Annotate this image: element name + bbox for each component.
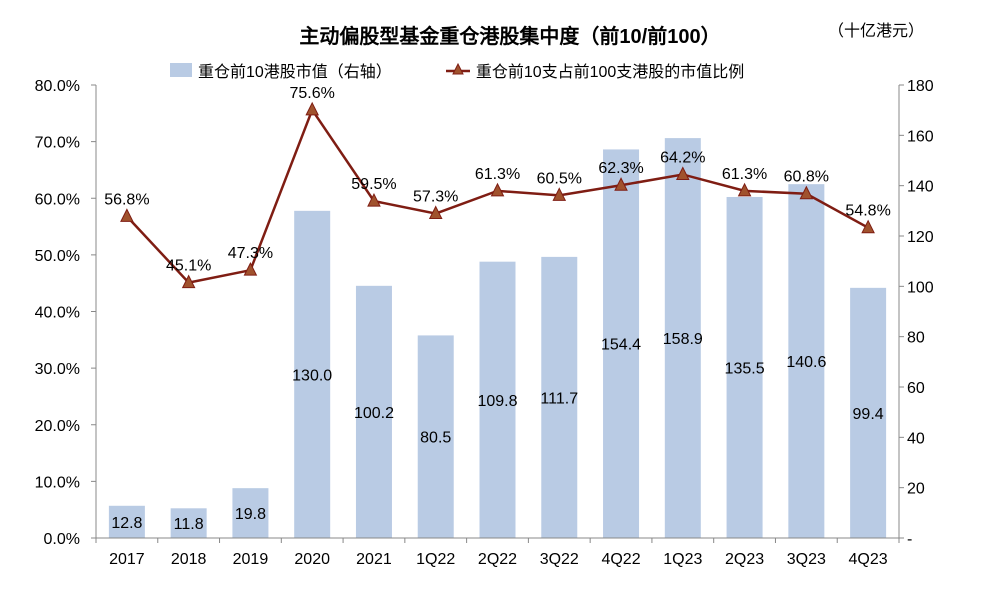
right-tick-label: 180 <box>907 78 934 95</box>
bar-data-label: 109.8 <box>477 393 517 410</box>
legend-line-label: 重仓前10支占前100支港股的市值比例 <box>475 64 745 81</box>
bar-2020 <box>294 210 331 539</box>
right-tick-label: 120 <box>907 229 934 246</box>
line-marker-4Q23 <box>861 219 875 234</box>
left-tick-label: 40.0% <box>35 305 80 322</box>
left-tick-label: 50.0% <box>35 248 80 265</box>
bar-2019 <box>232 488 269 538</box>
bar-data-label: 135.5 <box>725 360 765 377</box>
left-tick-label: 30.0% <box>35 361 80 378</box>
bar-4Q22 <box>603 149 640 538</box>
bar-2018 <box>170 508 207 538</box>
line-marker-2Q23 <box>737 182 752 197</box>
x-tick-label: 3Q22 <box>540 551 579 568</box>
legend-bar-swatch <box>170 63 192 77</box>
chart-title: 主动偏股型基金重仓港股集中度（前10/前100） <box>299 26 721 48</box>
line-marker-2020 <box>305 101 320 116</box>
line-data-label: 57.3% <box>413 189 458 206</box>
bar-data-label: 80.5 <box>420 430 451 447</box>
bar-data-label: 158.9 <box>663 331 703 348</box>
bar-data-label: 99.4 <box>853 406 884 423</box>
bar-3Q23 <box>788 184 825 538</box>
right-tick-label: 80 <box>907 330 925 347</box>
right-tick-label: - <box>907 531 912 548</box>
line-data-label: 60.5% <box>537 170 582 187</box>
legend: 重仓前10港股市值（右轴） 重仓前10支占前100支港股的市值比例 <box>170 58 744 82</box>
line-marker-2018 <box>181 274 196 289</box>
line-marker-1Q23 <box>675 166 690 180</box>
x-tick-label: 2Q23 <box>725 551 764 568</box>
line-marker-2Q22 <box>490 182 505 197</box>
line-data-label: 60.8% <box>784 169 829 186</box>
bar-2017 <box>108 505 145 538</box>
line-data-label: 56.8% <box>104 191 149 208</box>
right-tick-label: 20 <box>907 481 925 498</box>
right-tick-label: 40 <box>907 430 925 447</box>
bar-data-label: 154.4 <box>601 337 641 354</box>
bar-2Q23 <box>726 196 763 538</box>
right-tick-label: 140 <box>907 179 934 196</box>
x-tick-label: 2017 <box>109 551 145 568</box>
x-tick-label: 2021 <box>356 551 392 568</box>
x-tick-label: 2019 <box>233 551 269 568</box>
x-tick-label: 1Q22 <box>416 551 455 568</box>
x-tick-label: 4Q22 <box>601 551 640 568</box>
bar-1Q22 <box>417 335 454 538</box>
line-marker-3Q22 <box>552 187 567 201</box>
line-data-label: 61.3% <box>722 166 767 183</box>
line-marker-2021 <box>367 192 381 207</box>
line-marker-1Q22 <box>428 205 443 220</box>
bar-data-label: 111.7 <box>540 390 578 407</box>
left-tick-label: 10.0% <box>35 474 80 491</box>
bar-data-label: 140.6 <box>786 354 826 371</box>
legend-bar-label: 重仓前10港股市值（右轴） <box>198 64 392 81</box>
bar-data-label: 12.8 <box>111 515 142 532</box>
left-tick-label: 0.0% <box>44 531 80 548</box>
x-tick-label: 2Q22 <box>478 551 517 568</box>
left-tick-label: 80.0% <box>35 78 80 95</box>
legend-line-swatch <box>445 63 470 75</box>
bar-data-label: 19.8 <box>235 506 266 523</box>
x-tick-label: 3Q23 <box>787 551 826 568</box>
bar-3Q22 <box>541 256 578 538</box>
bar-data-label: 100.2 <box>354 405 394 422</box>
right-tick-label: 100 <box>907 279 934 296</box>
bar-2021 <box>355 285 392 538</box>
left-tick-label: 20.0% <box>35 418 80 435</box>
bar-data-label: 130.0 <box>292 367 332 384</box>
line-data-label: 59.5% <box>351 176 396 193</box>
line-data-label: 47.3% <box>228 245 273 262</box>
bar-4Q23 <box>850 287 887 538</box>
line-data-label: 62.3% <box>598 160 643 177</box>
line-marker-4Q22 <box>614 177 628 191</box>
bar-1Q23 <box>664 138 701 538</box>
line-data-label: 64.2% <box>660 149 705 166</box>
x-tick-label: 1Q23 <box>663 551 702 568</box>
line-marker-2017 <box>120 208 134 222</box>
line-marker-3Q23 <box>799 185 814 200</box>
unit-label: （十亿港元） <box>828 23 925 40</box>
x-tick-label: 4Q23 <box>849 551 888 568</box>
right-tick-label: 60 <box>907 380 925 397</box>
line-data-label: 54.8% <box>845 203 890 220</box>
x-tick-label: 2020 <box>294 551 330 568</box>
bar-data-label: 11.8 <box>174 516 204 533</box>
x-tick-label: 2018 <box>171 551 207 568</box>
line-data-label: 45.1% <box>166 258 211 275</box>
line-data-label: 75.6% <box>290 85 335 102</box>
line-marker-2019 <box>243 262 258 276</box>
line-data-label: 61.3% <box>475 166 520 183</box>
right-tick-label: 160 <box>907 128 934 145</box>
left-tick-label: 60.0% <box>35 191 80 208</box>
bar-2Q22 <box>479 261 516 538</box>
left-tick-label: 70.0% <box>35 135 80 152</box>
